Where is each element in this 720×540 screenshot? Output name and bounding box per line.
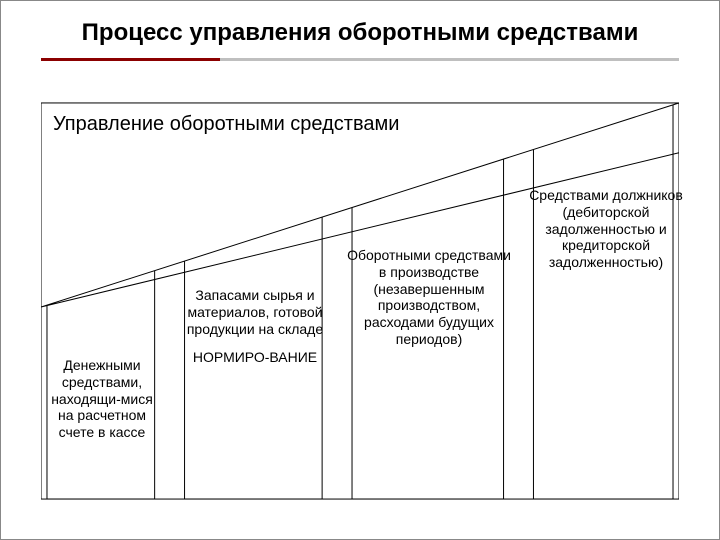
col-inventory-text: Запасами сырья и материалов, готовой про… xyxy=(181,287,329,337)
col-receivables-text: Средствами должников (дебиторской задолж… xyxy=(519,187,693,271)
title-underline xyxy=(41,58,679,61)
col-inventory-label: Запасами сырья и материалов, готовой про… xyxy=(179,283,331,503)
col-wip-text: Оборотными средствами в производстве (не… xyxy=(343,247,515,348)
diagram-canvas: Управление оборотными средствами Денежны… xyxy=(41,93,679,509)
slide: Процесс управления оборотными средствами… xyxy=(0,0,720,540)
col-wip-label: Оборотными средствами в производстве (не… xyxy=(341,243,517,453)
col-inventory-sublabel: НОРМИРО-ВАНИЕ xyxy=(193,349,317,366)
slide-title: Процесс управления оборотными средствами xyxy=(1,1,719,58)
diagram-subtitle: Управление оборотными средствами xyxy=(53,113,399,136)
underline-red xyxy=(41,58,220,61)
col-cash-text: Денежными средствами, находящи-мися на р… xyxy=(43,357,161,441)
underline-gray xyxy=(220,58,679,61)
col-receivables-label: Средствами должников (дебиторской задолж… xyxy=(517,183,695,363)
col-cash-label: Денежными средствами, находящи-мися на р… xyxy=(41,353,163,503)
